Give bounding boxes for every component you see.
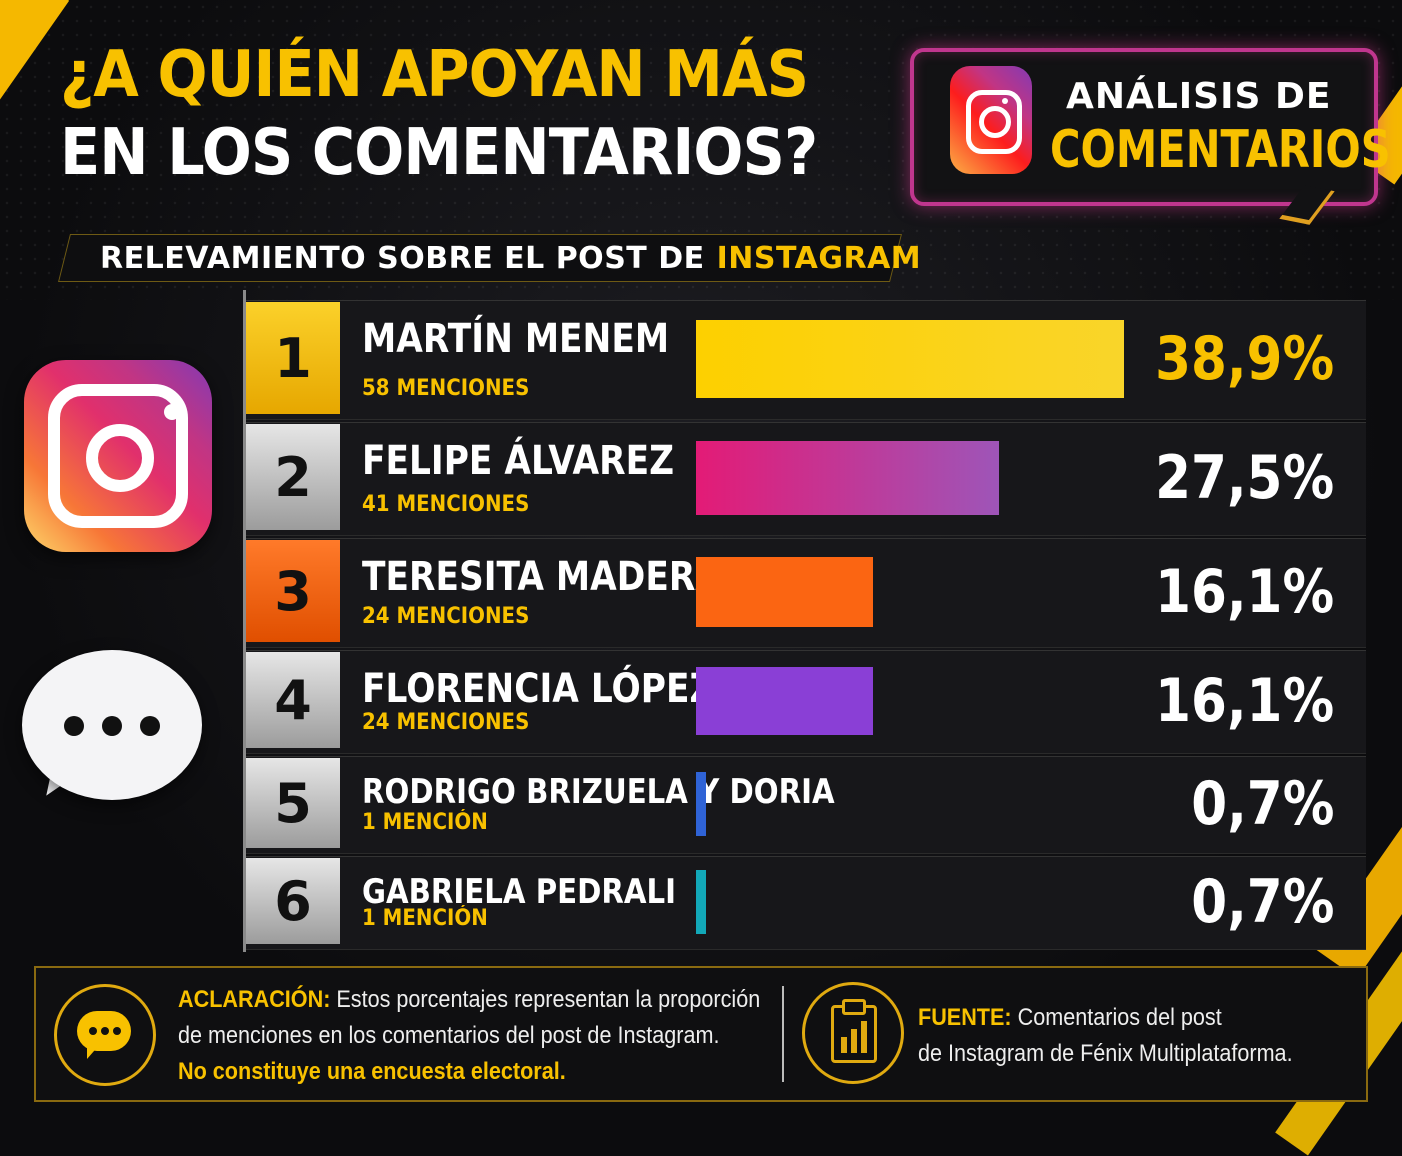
instagram-icon: [24, 360, 212, 552]
footer-divider: [782, 986, 784, 1082]
candidate-name: GABRIELA PEDRALI: [362, 872, 677, 912]
title-line-2: EN LOS COMENTARIOS?: [60, 116, 818, 190]
subtitle: RELEVAMIENTO SOBRE EL POST DE INSTAGRAM: [100, 239, 921, 279]
subtitle-highlight: INSTAGRAM: [716, 241, 922, 276]
note-line-3: No constituye una encuesta electoral.: [178, 1058, 566, 1085]
rank-number: 6: [246, 858, 340, 944]
mention-count: 41 MENCIONES: [362, 492, 530, 517]
clipboard-chart-icon: [802, 982, 904, 1084]
rank-number: 5: [246, 758, 340, 848]
chart-bar: [696, 870, 706, 934]
source-text: FUENTE: Comentarios del post de Instagra…: [918, 1000, 1293, 1072]
chart-bar: [696, 667, 874, 735]
rank-number: 3: [246, 540, 340, 642]
mention-count: 1 MENCIÓN: [362, 906, 488, 931]
ranking-panel: [243, 290, 1368, 952]
candidate-name: MARTÍN MENEM: [362, 316, 670, 362]
chart-bar: [696, 772, 706, 836]
badge-line-2: COMENTARIOS: [1050, 120, 1391, 180]
chart-bar: [696, 557, 874, 627]
note-line-2: de menciones en los comentarios del post…: [178, 1022, 720, 1049]
candidate-name: FLORENCIA LÓPEZ: [362, 666, 715, 712]
rank-number: 1: [246, 302, 340, 414]
note-label: ACLARACIÓN:: [178, 986, 331, 1013]
instagram-icon: [950, 66, 1032, 174]
value-label: 0,7%: [1190, 867, 1334, 937]
page-title: ¿A QUIÉN APOYAN MÁS EN LOS COMENTARIOS?: [60, 36, 833, 192]
mention-count: 58 MENCIONES: [362, 376, 530, 401]
badge-line-1: ANÁLISIS DE: [1066, 76, 1332, 117]
source-line-1: Comentarios del post: [1017, 1004, 1222, 1031]
value-label: 16,1%: [1154, 666, 1334, 736]
ranking-row: [246, 856, 1366, 950]
chart-bar: [696, 320, 1124, 398]
value-label: 38,9%: [1154, 324, 1334, 394]
note-line-1: Estos porcentajes representan la proporc…: [336, 986, 761, 1013]
candidate-name: FELIPE ÁLVAREZ: [362, 438, 675, 484]
title-line-1: ¿A QUIÉN APOYAN MÁS: [60, 38, 809, 112]
ranking-row: [246, 756, 1366, 854]
source-label: FUENTE:: [918, 1004, 1012, 1031]
candidate-name: TERESITA MADERA: [362, 554, 722, 600]
source-line-2: de Instagram de Fénix Multiplataforma.: [918, 1040, 1293, 1067]
mention-count: 1 MENCIÓN: [362, 810, 488, 835]
value-label: 16,1%: [1154, 557, 1334, 627]
chat-bubble-icon: [22, 650, 202, 800]
chat-bubble-icon: [54, 984, 156, 1086]
mention-count: 24 MENCIONES: [362, 710, 530, 735]
rank-number: 4: [246, 652, 340, 748]
mention-count: 24 MENCIONES: [362, 604, 530, 629]
chart-bar: [696, 441, 999, 515]
subtitle-prefix: RELEVAMIENTO SOBRE EL POST DE: [100, 241, 705, 276]
value-label: 0,7%: [1190, 769, 1334, 839]
note-text: ACLARACIÓN: Estos porcentajes representa…: [178, 982, 760, 1090]
candidate-name: RODRIGO BRIZUELA Y DORIA: [362, 772, 835, 812]
footer-box: [34, 966, 1368, 1102]
rank-number: 2: [246, 424, 340, 530]
value-label: 27,5%: [1154, 443, 1334, 513]
